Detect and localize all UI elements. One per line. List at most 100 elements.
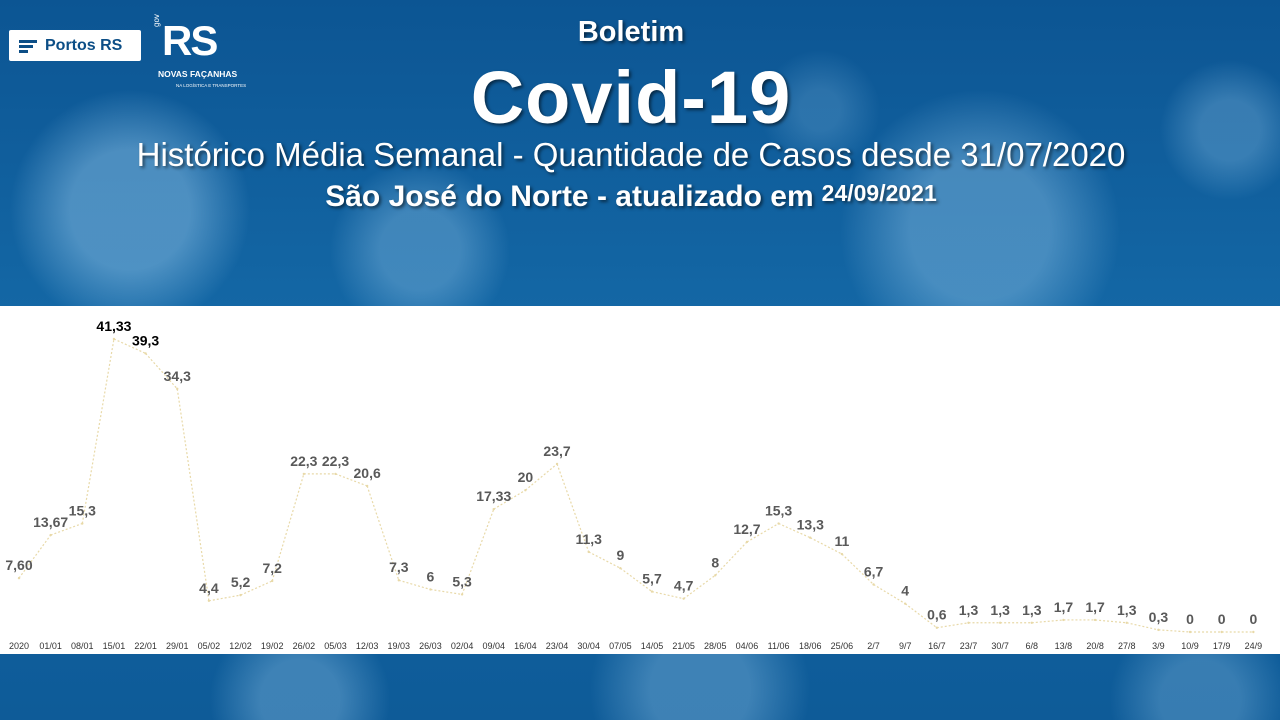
data-label: 20 [518,469,534,485]
line-segment [588,551,621,569]
x-tick-label: 16/7 [928,641,946,651]
data-point [112,337,116,341]
line-segment [240,580,273,596]
line-segment [366,485,400,581]
logistica-text: NA LOGÍSTICA E TRANSPORTES [176,83,247,88]
data-point [1157,628,1160,632]
line-segment [904,603,938,629]
data-point [935,626,939,629]
line-segment [50,522,83,536]
data-label: 1,3 [959,602,979,618]
data-label: 13,67 [33,514,68,530]
data-label: 5,7 [642,571,662,587]
data-point [650,590,654,593]
data-label: 23,7 [543,443,570,459]
line-segment [81,338,115,524]
data-label: 4,7 [674,578,694,594]
line-segment [208,594,241,602]
data-label: 7,60 [5,557,32,573]
data-label: 11 [834,533,849,549]
x-tick-label: 25/06 [831,641,854,651]
line-segment [525,463,558,491]
line-segment [1126,622,1159,631]
chart-panel: 7,60 13,67 15,3 41,33 39,3 34,3 4,4 5,2 7,2 22,3 2… [0,306,1280,654]
line-segment [398,579,431,591]
x-tick-label: 2/7 [867,641,880,651]
data-point [1093,618,1097,622]
data-point [904,602,907,605]
x-tick-layer: 2020 01/01 08/01 15/01 22/01 29/01 05/02 12/02 1… [9,641,1262,651]
x-tick-label: 20/8 [1086,641,1104,651]
x-tick-label: 9/7 [899,641,912,651]
line-segment [809,537,843,555]
data-point [397,579,400,582]
data-point [555,462,559,466]
data-point [1252,630,1255,634]
x-tick-label: 09/04 [482,641,505,651]
line-segment [461,508,495,595]
data-label: 34,3 [164,368,191,384]
line-segment [714,541,748,576]
data-label: 9 [616,547,624,563]
data-label: 0,3 [1149,609,1169,625]
x-tick-label: 30/7 [991,641,1009,651]
location-text: São José do Norte - atualizado em [325,180,814,213]
location-line: São José do Norte - atualizado em 24/09/2… [0,180,1262,214]
data-label: 7,3 [389,559,409,575]
data-point [365,484,369,488]
x-tick-label: 14/05 [641,641,664,651]
x-tick-label: 26/03 [419,641,442,651]
x-tick-label: 2020 [9,641,29,651]
data-label: 11,3 [575,531,602,547]
line-segment [113,338,146,354]
x-tick-label: 23/7 [960,641,978,651]
data-point [1030,621,1034,624]
data-label: 0 [1218,611,1226,627]
x-tick-label: 07/05 [609,641,632,651]
x-tick-label: 27/8 [1118,641,1136,651]
line-layer [18,338,1254,633]
x-tick-label: 21/05 [672,641,695,651]
data-point [745,540,749,544]
data-point [302,472,306,476]
data-label: 22,3 [322,453,349,469]
point-layer [17,337,1255,634]
line-segment [1031,619,1064,624]
x-tick-label: 05/03 [324,641,347,651]
x-tick-label: 22/01 [134,641,157,651]
x-tick-label: 26/02 [293,641,316,651]
line-segment [936,622,969,629]
line-segment [1158,629,1191,633]
data-label: 6,7 [864,564,884,580]
line-segment [271,473,305,582]
line-segment [556,463,590,553]
data-label: 7,2 [262,560,282,576]
line-segment [651,591,684,600]
data-label: 5,2 [231,574,251,590]
header-banner: Portos RS gov RS NOVAS FAÇANHAS NA LOGÍS… [0,0,1280,306]
data-point [682,597,685,600]
line-segment [1095,619,1127,624]
data-point [207,599,211,603]
updated-date: 24/09/2021 [821,180,937,206]
data-point [714,574,717,577]
x-tick-label: 17/9 [1213,641,1231,651]
data-point [587,550,590,554]
data-label: 1,3 [1117,602,1137,618]
x-tick-label: 11/06 [768,641,790,651]
data-point [17,576,21,580]
data-label: 6 [427,568,435,584]
data-point [429,588,432,591]
x-tick-label: 08/01 [71,641,94,651]
x-tick-label: 04/06 [736,641,759,651]
data-point [271,579,274,583]
x-tick-label: 30/04 [577,641,600,651]
data-point [967,621,970,624]
x-tick-label: 6/8 [1026,641,1039,651]
rs-gov-logo: gov RS NOVAS FAÇANHAS NA LOGÍSTICA E TRA… [150,14,250,97]
data-label: 1,3 [990,602,1010,618]
data-point [619,566,622,570]
line-segment [430,588,463,596]
line-segment [619,567,653,593]
